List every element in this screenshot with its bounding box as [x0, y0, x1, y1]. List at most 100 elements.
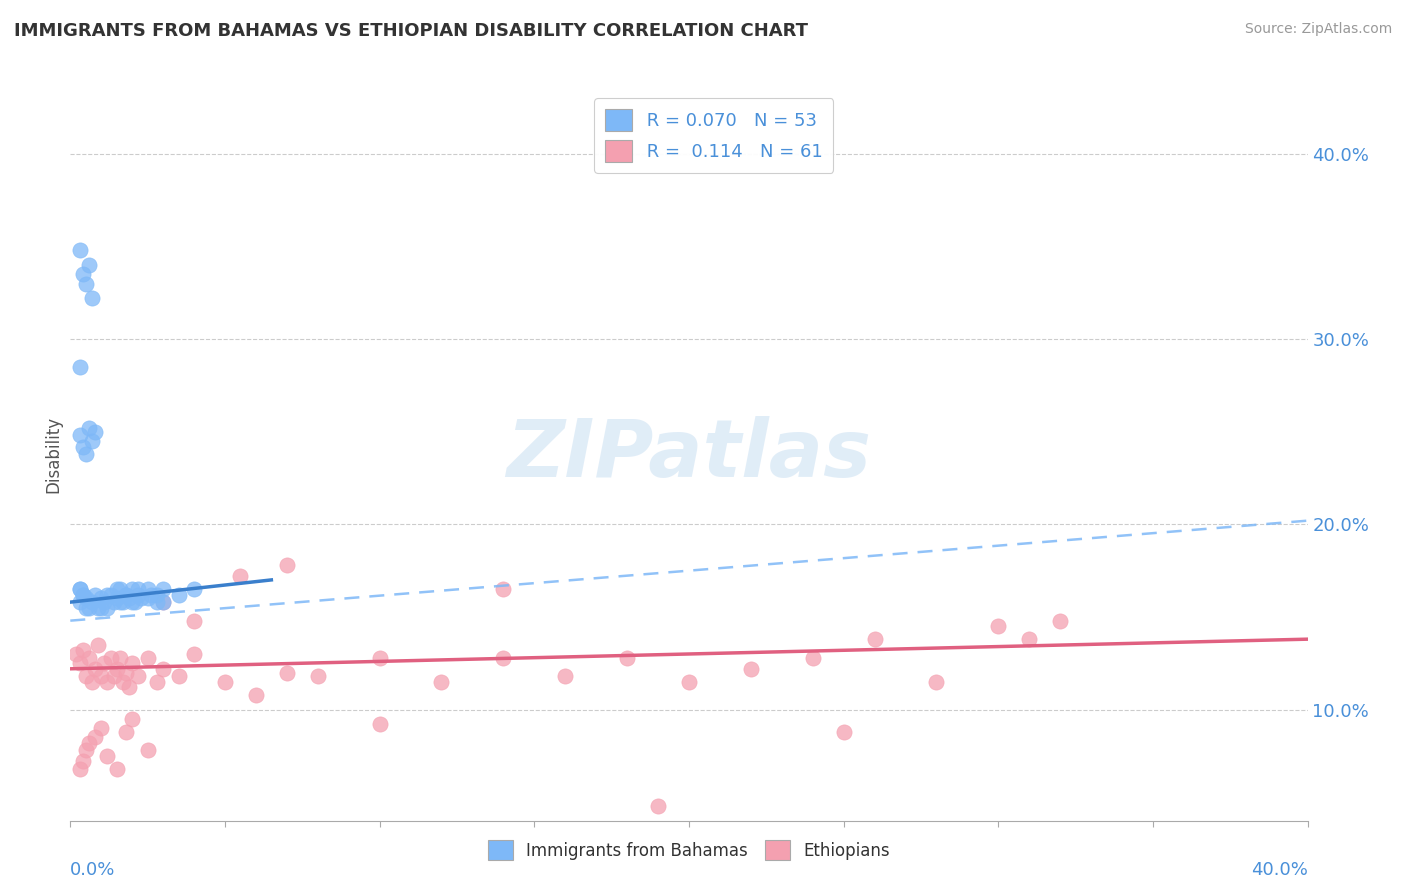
Point	[124, 595, 146, 609]
Point	[136, 743, 159, 757]
Point	[108, 582, 131, 597]
Point	[69, 657, 91, 671]
Point	[146, 595, 169, 609]
Point	[136, 650, 159, 665]
Point	[183, 647, 205, 661]
Point	[72, 268, 94, 282]
Point	[108, 650, 131, 665]
Point	[276, 665, 298, 680]
Point	[80, 674, 103, 689]
Point	[105, 582, 128, 597]
Point	[69, 595, 91, 609]
Point	[139, 588, 162, 602]
Point	[93, 595, 115, 609]
Point	[245, 688, 267, 702]
Point	[105, 591, 128, 606]
Point	[80, 595, 103, 609]
Point	[152, 662, 174, 676]
Point	[90, 669, 112, 683]
Point	[136, 582, 159, 597]
Point	[152, 595, 174, 609]
Point	[131, 591, 153, 606]
Point	[554, 669, 576, 683]
Point	[229, 569, 252, 583]
Point	[368, 650, 391, 665]
Point	[214, 674, 236, 689]
Point	[863, 632, 886, 647]
Point	[87, 638, 110, 652]
Point	[69, 582, 91, 597]
Point	[69, 762, 91, 776]
Point	[72, 588, 94, 602]
Point	[121, 657, 143, 671]
Point	[77, 258, 100, 272]
Y-axis label: Disability: Disability	[44, 417, 62, 493]
Point	[146, 674, 169, 689]
Point	[167, 669, 190, 683]
Point	[72, 440, 94, 454]
Point	[118, 591, 141, 606]
Point	[80, 292, 103, 306]
Point	[183, 614, 205, 628]
Point	[90, 600, 112, 615]
Point	[69, 582, 91, 597]
Point	[127, 588, 149, 602]
Legend: Immigrants from Bahamas, Ethiopians: Immigrants from Bahamas, Ethiopians	[481, 833, 897, 867]
Point	[84, 588, 107, 602]
Point	[111, 595, 134, 609]
Point	[96, 588, 118, 602]
Point	[616, 650, 638, 665]
Point	[832, 724, 855, 739]
Point	[69, 244, 91, 258]
Point	[87, 600, 110, 615]
Point	[105, 762, 128, 776]
Point	[100, 650, 122, 665]
Point	[75, 743, 97, 757]
Point	[75, 277, 97, 291]
Point	[75, 591, 97, 606]
Point	[77, 600, 100, 615]
Point	[100, 588, 122, 602]
Point	[647, 798, 669, 813]
Point	[492, 650, 515, 665]
Point	[93, 657, 115, 671]
Point	[1049, 614, 1071, 628]
Point	[152, 595, 174, 609]
Text: IMMIGRANTS FROM BAHAMAS VS ETHIOPIAN DISABILITY CORRELATION CHART: IMMIGRANTS FROM BAHAMAS VS ETHIOPIAN DIS…	[14, 22, 808, 40]
Point	[115, 588, 138, 602]
Point	[1018, 632, 1040, 647]
Point	[152, 582, 174, 597]
Point	[925, 674, 948, 689]
Point	[430, 674, 453, 689]
Point	[72, 588, 94, 602]
Point	[368, 717, 391, 731]
Point	[69, 428, 91, 442]
Point	[136, 591, 159, 606]
Point	[987, 619, 1010, 633]
Point	[121, 712, 143, 726]
Text: ZIPatlas: ZIPatlas	[506, 416, 872, 494]
Point	[84, 662, 107, 676]
Point	[72, 755, 94, 769]
Point	[77, 421, 100, 435]
Point	[740, 662, 762, 676]
Point	[492, 582, 515, 597]
Point	[84, 731, 107, 745]
Text: 40.0%: 40.0%	[1251, 861, 1308, 879]
Point	[72, 643, 94, 657]
Point	[90, 591, 112, 606]
Point	[103, 595, 125, 609]
Point	[108, 595, 131, 609]
Point	[183, 582, 205, 597]
Point	[65, 647, 87, 661]
Point	[96, 748, 118, 763]
Point	[103, 669, 125, 683]
Point	[90, 721, 112, 735]
Point	[96, 600, 118, 615]
Point	[69, 359, 91, 374]
Point	[111, 674, 134, 689]
Point	[167, 588, 190, 602]
Point	[115, 724, 138, 739]
Text: 0.0%: 0.0%	[70, 861, 115, 879]
Point	[307, 669, 329, 683]
